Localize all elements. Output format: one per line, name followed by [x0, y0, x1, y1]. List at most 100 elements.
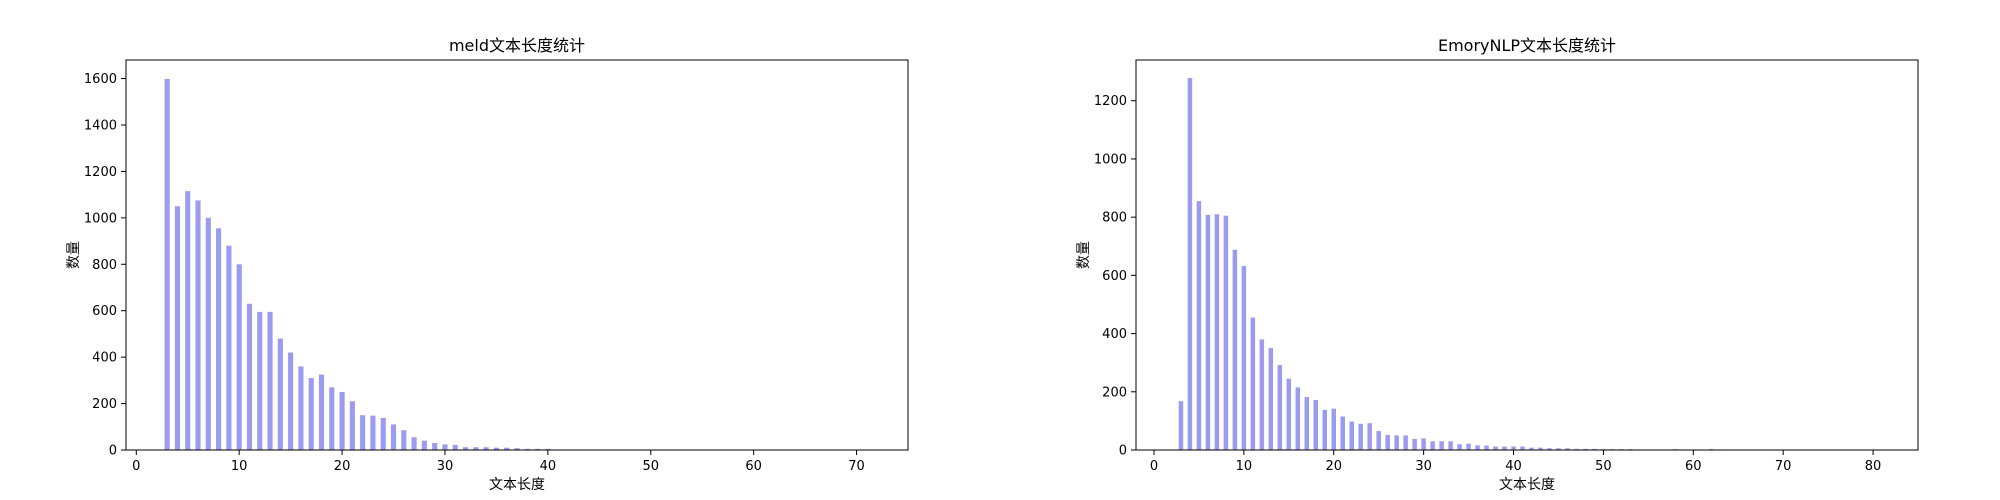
bar	[1331, 408, 1336, 450]
plot-frame	[125, 59, 909, 451]
bar	[1448, 441, 1453, 450]
bar	[432, 443, 438, 450]
y-tick-label: 1400	[84, 119, 117, 134]
x-tick-label: 50	[642, 459, 659, 474]
bar	[236, 264, 242, 450]
bar	[1367, 423, 1372, 450]
bar	[185, 191, 191, 450]
plot-frame	[1135, 59, 1919, 451]
bar	[1493, 446, 1498, 450]
y-tick-label: 1000	[84, 211, 117, 226]
bar	[370, 415, 376, 450]
bar	[1376, 431, 1381, 450]
bar	[1475, 445, 1480, 450]
bar	[514, 448, 520, 450]
bar	[1214, 214, 1220, 450]
y-tick-label: 1600	[84, 72, 117, 87]
y-tick-label: 400	[92, 351, 117, 366]
bar	[267, 311, 273, 451]
bar	[483, 447, 489, 450]
x-axis-label: 文本长度	[1499, 477, 1555, 493]
bar	[1268, 348, 1274, 450]
bar	[452, 444, 458, 450]
bar	[1313, 399, 1319, 450]
x-tick-label: 0	[132, 459, 140, 474]
y-tick-label: 800	[92, 258, 117, 273]
bar	[1241, 266, 1247, 450]
bar	[329, 387, 335, 450]
bar	[1259, 339, 1265, 450]
bar	[205, 217, 211, 450]
bar	[308, 378, 314, 450]
x-axis-label: 文本长度	[489, 477, 545, 493]
bar	[1466, 443, 1471, 450]
bar	[390, 424, 397, 450]
bar	[1286, 378, 1292, 450]
bar	[1385, 434, 1390, 450]
bar	[349, 401, 355, 450]
bar	[401, 430, 407, 450]
bar	[462, 447, 469, 450]
y-tick-label: 600	[1102, 269, 1127, 284]
x-tick-label: 40	[540, 459, 557, 474]
bar	[1358, 423, 1363, 450]
bar	[1502, 446, 1507, 450]
bar	[164, 79, 170, 450]
x-tick-label: 10	[231, 459, 248, 474]
bar	[380, 417, 386, 450]
y-tick-label: 200	[1102, 385, 1127, 400]
x-tick-label: 40	[1505, 459, 1522, 474]
bar	[1592, 448, 1597, 450]
x-tick-label: 80	[1865, 459, 1882, 474]
x-tick-label: 60	[1685, 459, 1702, 474]
bar	[1340, 416, 1345, 450]
y-axis-label: 数量	[1076, 241, 1092, 269]
y-tick-label: 200	[92, 397, 117, 412]
bar	[277, 338, 283, 450]
bar	[360, 415, 366, 450]
bar	[1511, 446, 1516, 450]
bar	[1187, 78, 1193, 450]
bar	[318, 374, 325, 450]
bar	[257, 311, 263, 451]
x-tick-label: 0	[1150, 459, 1158, 474]
bar	[288, 352, 294, 450]
x-tick-label: 70	[1775, 459, 1792, 474]
bar	[1520, 446, 1525, 450]
bar	[1394, 435, 1399, 450]
bar	[1250, 317, 1256, 450]
bar	[1574, 448, 1579, 450]
bar	[1583, 448, 1588, 450]
y-tick-label: 1000	[1094, 152, 1127, 167]
bar	[226, 245, 232, 450]
x-tick-label: 20	[1325, 459, 1342, 474]
bar	[1457, 444, 1462, 450]
bar	[1412, 438, 1417, 450]
x-tick-label: 70	[848, 459, 865, 474]
bar	[1556, 448, 1561, 450]
bar	[1322, 409, 1327, 450]
x-tick-label: 50	[1595, 459, 1612, 474]
bar	[1430, 441, 1435, 450]
bar	[1529, 447, 1534, 450]
bar	[174, 206, 181, 450]
x-tick-label: 30	[1415, 459, 1432, 474]
bar	[493, 447, 499, 450]
bar	[1304, 397, 1310, 450]
chart-emorynlp: 0 10 20 30 40 50 60 70 80020040060080010001200Em…	[1076, 36, 1919, 493]
bar	[216, 228, 222, 450]
x-tick-label: 30	[437, 459, 454, 474]
bar	[246, 303, 253, 450]
bar	[1205, 214, 1211, 450]
y-tick-label: 400	[1102, 327, 1127, 342]
x-tick-label: 10	[1236, 459, 1253, 474]
bar	[1196, 201, 1202, 450]
bar	[1439, 441, 1444, 450]
bar	[1277, 365, 1283, 450]
bar	[1295, 387, 1301, 450]
y-axis-label: 数量	[66, 241, 82, 269]
bar	[1178, 401, 1184, 450]
y-tick-label: 0	[109, 444, 117, 459]
chart-title: meld文本长度统计	[449, 36, 585, 55]
